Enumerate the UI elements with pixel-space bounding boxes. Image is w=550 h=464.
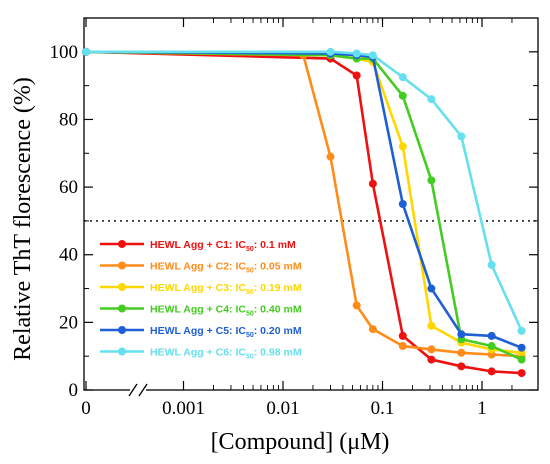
data-point (457, 132, 466, 141)
data-point (427, 345, 436, 354)
x-tick-label: 0.1 (371, 398, 395, 419)
y-tick-label: 20 (59, 312, 78, 333)
legend-swatch-marker (118, 347, 126, 356)
data-point (517, 355, 526, 364)
legend-swatch-marker (118, 240, 126, 248)
data-point (398, 91, 407, 100)
data-point (352, 49, 361, 58)
axis-break-mark (138, 383, 148, 397)
data-point (398, 342, 407, 351)
x-tick-label: 1 (477, 398, 487, 419)
legend-label-subscript: 50 (246, 311, 254, 318)
data-point (398, 200, 407, 208)
data-point (457, 330, 466, 339)
x-tick-label: 0.001 (162, 398, 205, 419)
legend-label-subscript: 50 (246, 246, 254, 253)
legend-label: HEWL Agg + C1: IC50: 0.1 mM (150, 239, 296, 253)
data-point (487, 367, 496, 376)
data-point (457, 348, 466, 357)
series-3 (82, 47, 526, 357)
legend-entry-4: HEWL Agg + C4: IC50: 0.40 mM (100, 304, 302, 318)
plot-frame (83, 17, 539, 391)
axis-break-mark (128, 383, 138, 397)
legend-label-suffix: : 0.05 mM (254, 261, 302, 273)
data-point (457, 362, 466, 371)
legend-label-suffix: : 0.19 mM (254, 282, 302, 294)
legend-label-prefix: HEWL Agg + C4: IC (150, 304, 246, 316)
legend-label-subscript: 50 (246, 289, 254, 296)
legend-swatch-marker (118, 261, 126, 270)
legend-label-subscript: 50 (246, 268, 254, 275)
x-axis-title: [Compound] (μM) (211, 429, 390, 455)
legend-swatch-marker (118, 283, 126, 291)
data-point (398, 73, 407, 82)
legend-label-suffix: : 0.98 mM (254, 347, 302, 359)
series-2 (82, 47, 526, 361)
data-point (398, 331, 407, 340)
data-point (398, 142, 407, 151)
data-point (487, 331, 496, 340)
legend-label: HEWL Agg + C2: IC50: 0.05 mM (150, 261, 302, 275)
series-6 (82, 47, 526, 335)
data-point (326, 47, 335, 56)
data-point (487, 342, 496, 351)
series-5 (82, 47, 526, 352)
y-tick-label: 80 (59, 109, 78, 130)
data-point (368, 179, 377, 188)
y-tick-label: 0 (69, 380, 79, 401)
data-point (517, 343, 526, 352)
legend-label-subscript: 50 (246, 354, 254, 361)
y-tick-label: 60 (59, 177, 78, 198)
data-point (368, 51, 377, 60)
legend-entry-2: HEWL Agg + C2: IC50: 0.05 mM (100, 261, 302, 275)
x-tick-label: 0.01 (266, 398, 299, 419)
axis-break-gap (130, 384, 146, 396)
data-point (82, 47, 90, 56)
legend-label-prefix: HEWL Agg + C3: IC (150, 282, 246, 294)
legend-entry-5: HEWL Agg + C5: IC50: 0.20 mM (100, 325, 302, 339)
data-point (368, 325, 377, 334)
legend-entry-1: HEWL Agg + C1: IC50: 0.1 mM (100, 239, 296, 253)
legend-label: HEWL Agg + C6: IC50: 0.98 mM (150, 347, 302, 361)
data-point (427, 95, 436, 104)
legend-label-prefix: HEWL Agg + C6: IC (150, 347, 246, 359)
y-tick-label: 100 (50, 42, 79, 63)
legend-label-prefix: HEWL Agg + C1: IC (150, 239, 246, 251)
data-point (427, 355, 436, 364)
legend-entry-3: HEWL Agg + C3: IC50: 0.19 mM (100, 282, 302, 296)
data-point (517, 369, 526, 378)
legend-label-prefix: HEWL Agg + C5: IC (150, 325, 246, 337)
y-tick-label: 40 (59, 245, 78, 266)
data-point (326, 152, 335, 161)
y-axis-title: Relative ThT florescence (%) (10, 77, 36, 361)
data-point (487, 260, 496, 269)
legend-label: HEWL Agg + C5: IC50: 0.20 mM (150, 325, 302, 339)
legend-label-prefix: HEWL Agg + C2: IC (150, 261, 246, 273)
data-point (427, 284, 436, 293)
series-line (85, 50, 522, 358)
series-1 (82, 47, 526, 378)
legend-entry-6: HEWL Agg + C6: IC50: 0.98 mM (100, 347, 302, 361)
data-point (427, 321, 436, 330)
data-point (517, 326, 526, 335)
legend-label-suffix: : 0.1 mM (254, 239, 296, 251)
legend-swatch-marker (118, 326, 126, 334)
data-point (352, 71, 361, 80)
legend-label: HEWL Agg + C3: IC50: 0.19 mM (150, 282, 302, 296)
legend-label: HEWL Agg + C4: IC50: 0.40 mM (150, 304, 302, 318)
data-point (427, 176, 436, 185)
x-tick-label: 0 (81, 398, 91, 419)
legend-label-suffix: : 0.20 mM (254, 325, 302, 337)
legend-label-suffix: : 0.40 mM (254, 304, 302, 316)
legend-swatch-marker (118, 304, 126, 313)
legend-label-subscript: 50 (246, 332, 254, 339)
data-point (352, 301, 361, 310)
series-4 (82, 47, 526, 364)
